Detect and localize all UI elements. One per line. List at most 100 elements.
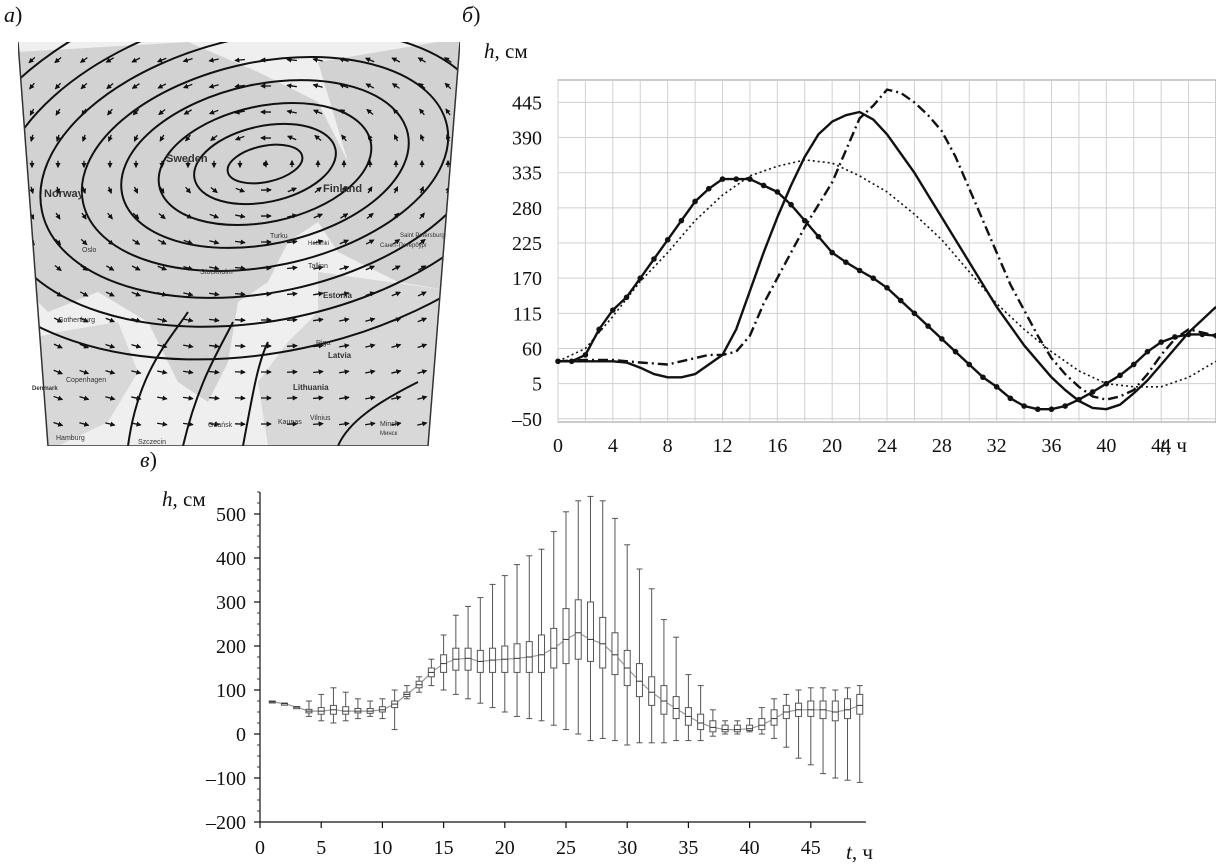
chart-c-box (611, 632, 619, 676)
wind-arrow (131, 57, 141, 63)
wind-arrow (339, 239, 350, 245)
wind-arrow (55, 186, 61, 195)
wind-arrow (54, 291, 63, 297)
chart-b-point (911, 310, 918, 317)
chart-b-point (925, 323, 931, 329)
isobar (80, 55, 450, 273)
wind-arrow (53, 369, 64, 375)
chart-b-point (870, 275, 877, 281)
wind-arrow (338, 83, 349, 89)
wind-arrow (444, 265, 453, 271)
chart-c-xtick: 15 (434, 837, 454, 859)
chart-b-ticks: 0 4 8 12 16 20 24 28 32 36 40 44 –50 5 60 115 170 225 280 3… (511, 92, 1171, 457)
wind-arrow (444, 82, 452, 90)
chart-b-point (760, 182, 767, 189)
chart-b-point (980, 374, 986, 381)
wind-arrow (419, 186, 425, 194)
map-label-tallinn: Tallinn (308, 263, 328, 270)
chart-c-box (672, 696, 680, 720)
chart-b-ylabel: h, см (484, 39, 528, 63)
wind-arrow (132, 212, 140, 220)
chart-b-ytick: 5 (532, 374, 542, 396)
wind-arrow (183, 395, 194, 401)
map-label-oslo: Oslo (82, 247, 97, 254)
chart-b-point (637, 275, 644, 281)
chart-c-axes (254, 491, 866, 828)
chart-c-xtick: 5 (316, 837, 326, 859)
chart-c-box (770, 709, 778, 726)
map-label-saint-petersburg: Saint Petersburg (400, 233, 445, 239)
map-label-copenhagen: Copenhagen (66, 377, 106, 384)
wind-arrow (312, 109, 323, 115)
chart-b-series (555, 88, 1216, 413)
wind-arrow (234, 57, 246, 63)
wind-arrow (185, 134, 191, 142)
wind-arrow (158, 212, 166, 220)
chart-c-ytick: 400 (216, 548, 246, 570)
wind-arrow (209, 291, 220, 297)
wind-arrow (312, 83, 323, 89)
wind-arrow (209, 265, 220, 271)
chart-c-boxes (268, 495, 864, 783)
wind-arrow (27, 343, 37, 349)
chart-b-point (705, 185, 712, 192)
wind-arrow (391, 57, 401, 63)
wind-arrow (107, 134, 113, 142)
chart-c-box (831, 700, 839, 722)
wind-arrow (234, 317, 246, 323)
chart-c-box (599, 616, 607, 669)
wind-arrow (286, 369, 298, 375)
chart-b-point (719, 176, 726, 182)
wind-arrow (183, 343, 194, 349)
wind-arrow (417, 395, 428, 401)
wind-arrow (287, 135, 297, 141)
map-label-hamburg: Hamburg (56, 435, 85, 442)
wind-arrow (417, 57, 426, 63)
chart-b-point (664, 237, 671, 243)
chart-c-box (538, 634, 546, 673)
wind-arrow (417, 343, 428, 349)
wind-arrow (443, 57, 452, 63)
wind-arrow (209, 343, 220, 349)
chart-b-xtick: 8 (663, 435, 673, 457)
wind-arrow (156, 57, 167, 63)
map-label-turku: Turku (270, 233, 288, 240)
wind-arrow (183, 369, 194, 375)
chart-b-sea-level: 0 4 8 12 16 20 24 28 32 36 40 44 –50 5 60 115 170 225 280 3… (484, 39, 1216, 457)
panel-label-b: б) (462, 2, 481, 27)
wind-arrow (132, 108, 140, 116)
isobar (226, 143, 304, 185)
wind-arrow (157, 265, 168, 271)
isobars (18, 42, 460, 446)
chart-b-point (1021, 403, 1027, 409)
chart-b-xtick: 16 (767, 435, 787, 457)
wind-arrow (131, 317, 142, 323)
chart-b-xtick: 32 (987, 435, 1007, 457)
isobar (18, 42, 460, 361)
chart-c-xtick: 40 (740, 837, 760, 859)
wind-arrow (106, 82, 114, 90)
wind-arrow (131, 343, 142, 349)
chart-b-grid (557, 79, 1216, 423)
wind-arrows (27, 56, 454, 427)
wind-arrow (286, 265, 298, 271)
wind-arrow (312, 395, 324, 401)
wind-arrow (55, 212, 61, 220)
wind-arrow (339, 421, 350, 427)
wind-arrow (106, 265, 115, 271)
wind-arrow (105, 343, 116, 349)
wind-arrow (391, 291, 402, 297)
wind-arrow (338, 57, 349, 63)
chart-c-xtick: 0 (255, 837, 265, 859)
panel-label-c: в) (140, 447, 157, 472)
wind-arrow (393, 186, 399, 194)
wind-arrow (339, 265, 350, 271)
wind-arrow (157, 83, 167, 89)
wind-arrow (105, 291, 115, 297)
wind-arrow (234, 343, 246, 349)
wind-arrow (340, 213, 349, 219)
wind-arrow (417, 421, 428, 427)
chart-b-point (966, 361, 973, 368)
wind-arrow (159, 186, 165, 194)
map-label-helsinki: Helsinki (308, 241, 329, 247)
